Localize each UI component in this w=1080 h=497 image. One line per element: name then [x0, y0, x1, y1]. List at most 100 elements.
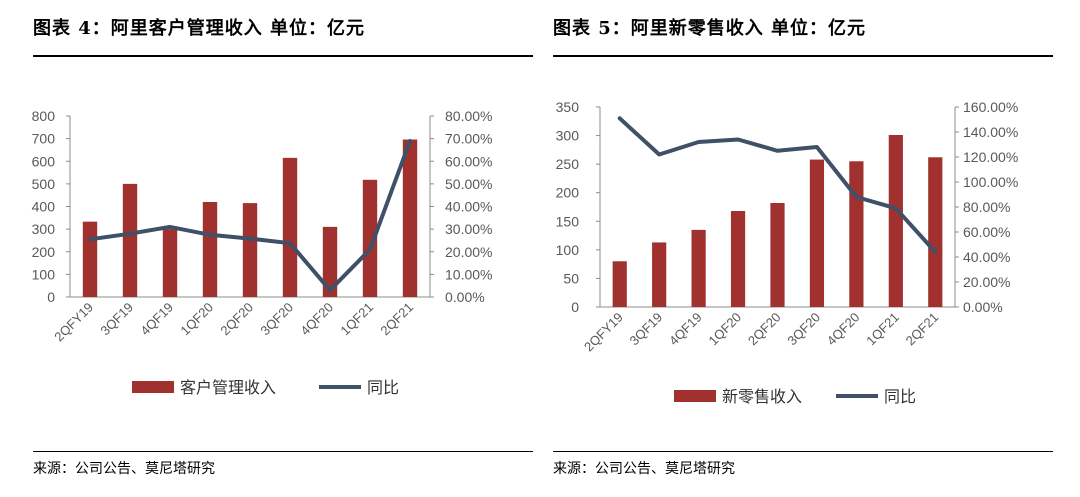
category-tick-label: 2QF21	[377, 300, 416, 339]
right-axis-tick-label: 80.00%	[445, 108, 492, 124]
legend-label-bar: 新零售收入	[722, 388, 802, 406]
bar	[691, 229, 706, 307]
yoy-point	[618, 116, 622, 120]
category-tick-label: 1QF20	[177, 300, 216, 339]
legend-swatch-bar	[132, 381, 174, 393]
category-tick-label: 4QF19	[666, 310, 705, 349]
legend-label-bar: 客户管理收入	[180, 379, 276, 397]
left-axis-tick-label: 0	[47, 289, 55, 305]
yoy-point	[368, 247, 372, 251]
bottom-rule	[553, 451, 1053, 452]
bar	[122, 183, 138, 297]
category-tick-label: 2QFY19	[581, 310, 626, 355]
right-axis-tick-label: 40.00%	[963, 249, 1010, 265]
yoy-point	[736, 138, 740, 141]
right-axis-tick-label: 10.00%	[445, 266, 492, 282]
right-axis-tick-label: 40.00%	[445, 199, 492, 215]
bar	[82, 221, 98, 297]
figure-title: 图表 4：阿里客户管理收入 单位：亿元	[33, 18, 366, 39]
right-axis-tick-label: 50.00%	[445, 176, 492, 192]
yoy-point	[894, 206, 898, 210]
bar	[402, 139, 418, 297]
category-tick-label: 1QF21	[863, 310, 902, 349]
source-note: 来源：公司公告、莫尼塔研究	[33, 461, 215, 477]
category-tick-label: 2QF20	[745, 310, 784, 349]
right-axis-tick-label: 30.00%	[445, 221, 492, 237]
yoy-point	[933, 250, 937, 254]
bar	[888, 135, 903, 307]
yoy-point	[408, 139, 412, 143]
yoy-point	[128, 232, 132, 236]
category-tick-label: 3QF19	[97, 300, 136, 339]
category-tick-label: 3QF19	[627, 310, 666, 349]
chart-panel-new-retail: 图表 5：阿里新零售收入 单位：亿元 0 50 100 150 200 250 300 350…	[553, 0, 1063, 497]
left-axis-tick-label: 800	[32, 108, 56, 124]
right-axis-tick-label: 140.00%	[963, 124, 1018, 140]
left-axis-tick-label: 0	[571, 299, 579, 315]
category-tick-label: 2QF21	[903, 310, 942, 349]
top-rule	[33, 55, 533, 57]
right-axis-tick-label: 70.00%	[445, 131, 492, 147]
bar	[202, 201, 218, 297]
legend-label-line: 同比	[884, 388, 916, 406]
legend-label-line: 同比	[367, 379, 399, 397]
left-axis-tick-label: 300	[556, 128, 580, 144]
bar	[162, 229, 178, 297]
bar	[652, 242, 667, 307]
top-rule	[553, 55, 1053, 57]
figure-title: 图表 5：阿里新零售收入 单位：亿元	[553, 18, 867, 39]
left-axis-tick-label: 300	[32, 221, 56, 237]
left-axis-tick-label: 500	[32, 176, 56, 192]
bar	[362, 179, 378, 297]
left-axis-tick-label: 100	[32, 266, 56, 282]
bottom-rule	[33, 451, 533, 452]
right-axis-tick-label: 60.00%	[445, 153, 492, 169]
yoy-point	[288, 241, 292, 245]
yoy-point	[697, 140, 701, 144]
left-axis-tick-label: 150	[556, 213, 580, 229]
left-axis-tick-label: 250	[556, 156, 580, 172]
category-tick-label: 2QFY19	[51, 300, 96, 345]
left-axis-tick-label: 400	[32, 199, 56, 215]
bar	[612, 261, 627, 307]
category-tick-label: 3QF20	[784, 310, 823, 349]
right-axis-tick-label: 0.00%	[445, 289, 485, 305]
right-axis-tick-label: 20.00%	[445, 244, 492, 260]
yoy-point	[168, 225, 172, 229]
right-axis-tick-label: 0.00%	[963, 299, 1003, 315]
yoy-point	[854, 195, 858, 199]
category-tick-label: 2QF20	[217, 300, 256, 339]
right-axis-tick-label: 100.00%	[963, 174, 1018, 190]
source-note: 来源：公司公告、莫尼塔研究	[553, 461, 735, 477]
combo-chart: 0 100 200 300 400 500 600 700 800 0.00% 10.00% 20.0…	[32, 108, 493, 397]
bar	[322, 226, 338, 297]
yoy-point	[248, 237, 252, 241]
right-axis-tick-label: 60.00%	[963, 224, 1010, 240]
bar	[809, 159, 825, 307]
category-tick-label: 1QF21	[337, 300, 376, 339]
left-axis-tick-label: 350	[556, 99, 580, 115]
category-tick-label: 4QF20	[297, 300, 336, 339]
left-axis-tick-label: 200	[556, 185, 580, 201]
bar	[770, 203, 785, 307]
left-axis-tick-label: 700	[32, 131, 56, 147]
left-axis-tick-label: 200	[32, 244, 56, 260]
right-axis-tick-label: 80.00%	[963, 199, 1010, 215]
yoy-point	[657, 153, 661, 156]
chart-panel-customer-management: 图表 4：阿里客户管理收入 单位：亿元 0 100 200 300 400 500 600 7…	[32, 0, 543, 497]
legend-swatch-bar	[674, 390, 716, 402]
left-axis-tick-label: 100	[556, 242, 580, 258]
yoy-point	[328, 288, 332, 292]
right-axis-tick-label: 160.00%	[963, 99, 1018, 115]
category-tick-label: 3QF20	[257, 300, 296, 339]
yoy-point	[208, 233, 212, 237]
category-tick-label: 1QF20	[705, 310, 744, 349]
right-axis-tick-label: 20.00%	[963, 274, 1010, 290]
bar	[282, 157, 298, 297]
right-axis-tick-label: 120.00%	[963, 149, 1018, 165]
left-axis-tick-label: 600	[32, 153, 56, 169]
bar	[849, 161, 864, 307]
bar	[928, 157, 943, 307]
yoy-point	[776, 149, 779, 153]
bar	[730, 211, 746, 307]
